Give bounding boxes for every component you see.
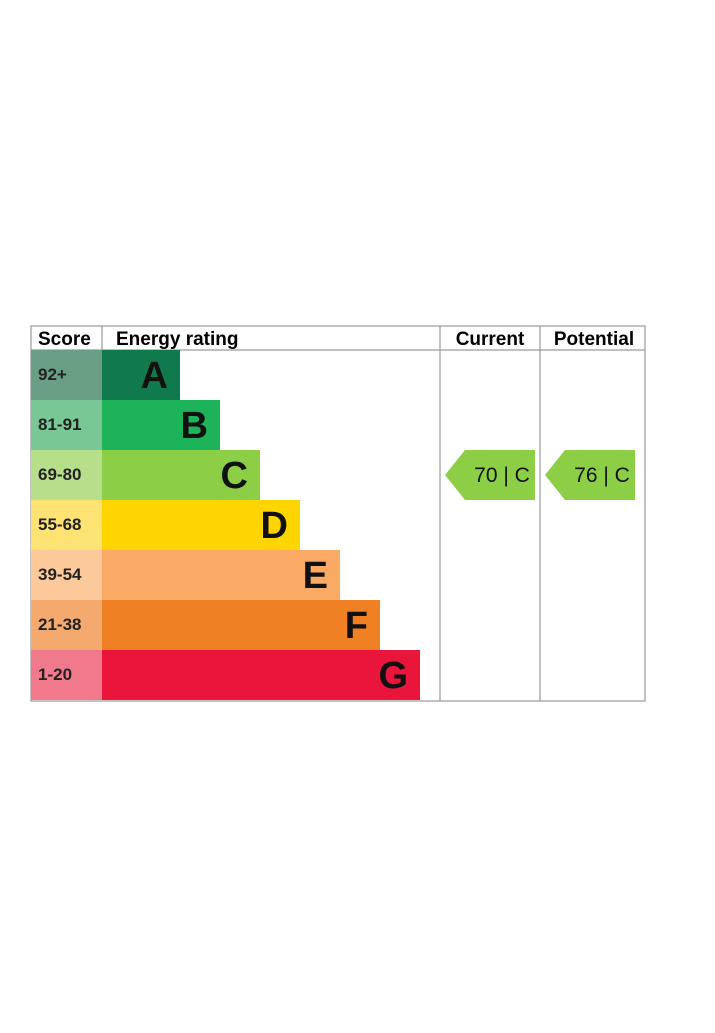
band-letter-c: C <box>221 455 248 497</box>
score-range-e: 39-54 <box>38 565 82 584</box>
potential-rating-label: 76 | C <box>574 464 630 487</box>
band-letter-d: D <box>261 505 288 547</box>
score-cell-d <box>31 500 102 550</box>
potential-header: Potential <box>554 329 634 350</box>
score-cell-c <box>31 450 102 500</box>
score-cell-a <box>31 350 102 400</box>
rating-indicators: 70 | C 76 | C <box>445 450 635 500</box>
score-cell-g <box>31 650 102 700</box>
band-bar-a <box>102 350 180 400</box>
band-letter-a: A <box>141 355 168 397</box>
score-range-g: 1-20 <box>38 665 72 684</box>
band-letter-b: B <box>181 405 208 447</box>
current-arrow <box>445 450 535 500</box>
band-bar-b <box>102 400 220 450</box>
current-header: Current <box>456 329 525 350</box>
band-bar-f <box>102 600 380 650</box>
score-cell-b <box>31 400 102 450</box>
rating-bands: 92+ A 81-91 B 69-80 C 55-68 D 39-54 E 21-38 F 1-20 G <box>31 350 420 700</box>
band-letter-g: G <box>378 655 408 697</box>
current-rating-label: 70 | C <box>474 464 530 487</box>
band-letter-f: F <box>345 605 368 647</box>
score-range-c: 69-80 <box>38 465 81 484</box>
score-range-b: 81-91 <box>38 415 81 434</box>
band-letter-e: E <box>303 555 328 597</box>
score-range-a: 92+ <box>38 365 67 384</box>
score-cell-f <box>31 600 102 650</box>
band-bar-e <box>102 550 340 600</box>
score-header: Score <box>38 329 91 350</box>
score-cell-e <box>31 550 102 600</box>
score-range-f: 21-38 <box>38 615 81 634</box>
score-range-d: 55-68 <box>38 515 81 534</box>
band-bar-c <box>102 450 260 500</box>
potential-arrow <box>545 450 635 500</box>
band-bar-g <box>102 650 420 700</box>
band-bar-d <box>102 500 300 550</box>
energy-rating-header: Energy rating <box>116 329 238 350</box>
